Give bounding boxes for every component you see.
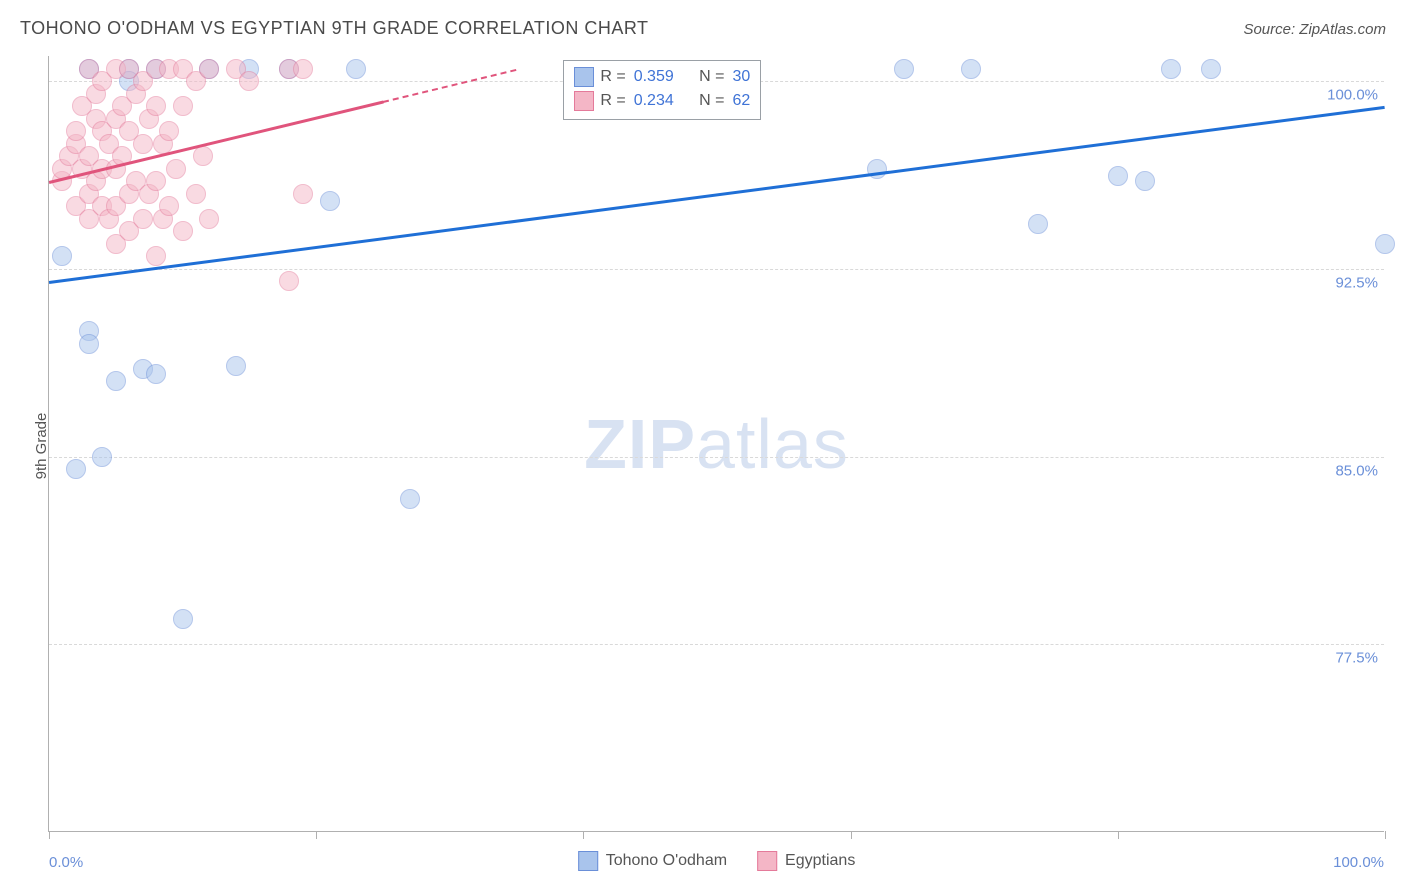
stats-box: R = 0.359 N = 30 R = 0.234 N = 62 — [563, 60, 761, 120]
data-point — [279, 271, 299, 291]
data-point — [961, 59, 981, 79]
legend-item: Egyptians — [757, 851, 855, 871]
gridline — [49, 269, 1384, 270]
data-point — [400, 489, 420, 509]
data-point — [92, 447, 112, 467]
data-point — [106, 371, 126, 391]
data-point — [226, 356, 246, 376]
data-point — [146, 96, 166, 116]
data-point — [1108, 166, 1128, 186]
data-point — [293, 184, 313, 204]
legend-swatch — [574, 91, 594, 111]
data-point — [193, 146, 213, 166]
gridline — [49, 644, 1384, 645]
legend-item: Tohono O'odham — [578, 851, 727, 871]
title-row: TOHONO O'ODHAM VS EGYPTIAN 9TH GRADE COR… — [20, 18, 1386, 39]
stat-n-value: 62 — [732, 92, 750, 110]
data-point — [146, 246, 166, 266]
legend-swatch — [574, 67, 594, 87]
data-point — [346, 59, 366, 79]
stat-r-value: 0.234 — [634, 92, 674, 110]
legend-swatch — [578, 851, 598, 871]
data-point — [1028, 214, 1048, 234]
data-point — [79, 334, 99, 354]
data-point — [146, 364, 166, 384]
y-tick-label: 100.0% — [1327, 87, 1378, 104]
y-tick-label: 85.0% — [1335, 462, 1378, 479]
gridline — [49, 457, 1384, 458]
x-tick — [49, 831, 50, 839]
data-point — [186, 184, 206, 204]
stats-row: R = 0.234 N = 62 — [574, 89, 750, 113]
x-tick — [1385, 831, 1386, 839]
legend: Tohono O'odham Egyptians — [578, 851, 856, 871]
chart-container: TOHONO O'ODHAM VS EGYPTIAN 9TH GRADE COR… — [0, 0, 1406, 892]
legend-label: Egyptians — [785, 852, 855, 870]
stats-row: R = 0.359 N = 30 — [574, 65, 750, 89]
data-point — [133, 134, 153, 154]
data-point — [1135, 171, 1155, 191]
x-tick — [1118, 831, 1119, 839]
plot-area: ZIPatlas 77.5%85.0%92.5%100.0%0.0%100.0%… — [48, 56, 1384, 832]
data-point — [66, 459, 86, 479]
data-point — [894, 59, 914, 79]
stat-label: N = — [699, 92, 724, 110]
y-tick-label: 77.5% — [1335, 650, 1378, 667]
stat-label: R = — [600, 92, 625, 110]
data-point — [320, 191, 340, 211]
x-tick-label: 100.0% — [1333, 854, 1384, 871]
legend-swatch — [757, 851, 777, 871]
x-tick — [583, 831, 584, 839]
legend-label: Tohono O'odham — [606, 852, 727, 870]
x-tick — [316, 831, 317, 839]
data-point — [66, 121, 86, 141]
data-point — [239, 71, 259, 91]
data-point — [199, 59, 219, 79]
watermark-bold: ZIP — [584, 405, 696, 483]
x-tick-label: 0.0% — [49, 854, 83, 871]
data-point — [166, 159, 186, 179]
chart-title: TOHONO O'ODHAM VS EGYPTIAN 9TH GRADE COR… — [20, 18, 649, 39]
data-point — [159, 196, 179, 216]
watermark: ZIPatlas — [584, 404, 849, 484]
watermark-light: atlas — [696, 405, 849, 483]
data-point — [173, 96, 193, 116]
data-point — [293, 59, 313, 79]
data-point — [199, 209, 219, 229]
data-point — [159, 121, 179, 141]
data-point — [52, 246, 72, 266]
stat-n-value: 30 — [732, 68, 750, 86]
x-tick — [851, 831, 852, 839]
data-point — [173, 221, 193, 241]
source-label: Source: ZipAtlas.com — [1243, 21, 1386, 38]
data-point — [146, 171, 166, 191]
y-tick-label: 92.5% — [1335, 274, 1378, 291]
data-point — [133, 209, 153, 229]
data-point — [1375, 234, 1395, 254]
trend-line-dashed — [383, 69, 517, 103]
data-point — [173, 609, 193, 629]
data-point — [1201, 59, 1221, 79]
stat-label: R = — [600, 68, 625, 86]
stat-r-value: 0.359 — [634, 68, 674, 86]
stat-label: N = — [699, 68, 724, 86]
data-point — [1161, 59, 1181, 79]
